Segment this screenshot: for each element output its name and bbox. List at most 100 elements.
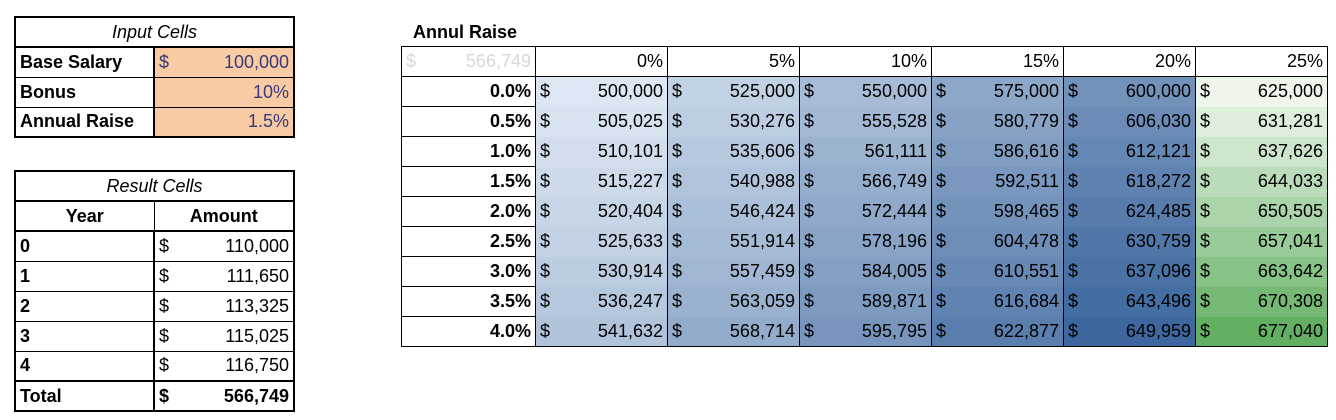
data-cell[interactable]: $515,227 (535, 166, 668, 197)
year-cell[interactable]: 2 (14, 290, 155, 322)
data-cell[interactable]: $566,749 (799, 166, 932, 197)
amount-cell[interactable]: $110,000 (153, 230, 295, 262)
amount-cell[interactable]: $115,025 (153, 320, 295, 352)
annual-raise-label[interactable]: Annual Raise (14, 106, 155, 138)
data-cell[interactable]: $657,041 (1195, 226, 1328, 257)
currency-symbol: $ (1068, 320, 1079, 341)
base-salary-label[interactable]: Base Salary (14, 46, 155, 78)
amount-header[interactable]: Amount (153, 200, 295, 232)
amount-cell[interactable]: $113,325 (153, 290, 295, 322)
data-cell[interactable]: $578,196 (799, 226, 932, 257)
data-cell[interactable]: $586,616 (931, 136, 1064, 167)
data-cell[interactable]: $525,000 (667, 76, 800, 107)
row-header[interactable]: 3.0% (401, 256, 536, 287)
data-cell[interactable]: $530,276 (667, 106, 800, 137)
formula-reference-cell[interactable]: $566,749 (401, 46, 536, 77)
data-cell[interactable]: $612,121 (1063, 136, 1196, 167)
total-label[interactable]: Total (14, 380, 155, 412)
currency-symbol: $ (540, 171, 551, 191)
cell-value: 618,272 (1125, 171, 1191, 191)
year-header[interactable]: Year (14, 200, 155, 232)
data-cell[interactable]: $592,511 (931, 166, 1064, 197)
data-cell[interactable]: $580,779 (931, 106, 1064, 137)
data-cell[interactable]: $643,496 (1063, 286, 1196, 317)
data-cell[interactable]: $500,000 (535, 76, 668, 107)
annual-raise-value[interactable]: 1.5% (153, 106, 295, 138)
data-cell[interactable]: $624,485 (1063, 196, 1196, 227)
row-header[interactable]: 2.5% (401, 226, 536, 257)
cell-value: 563,059 (729, 291, 795, 311)
bonus-value[interactable]: 10% (153, 76, 295, 108)
data-cell[interactable]: $604,478 (931, 226, 1064, 257)
column-header[interactable]: 20% (1063, 46, 1196, 77)
data-cell[interactable]: $535,606 (667, 136, 800, 167)
data-cell[interactable]: $631,281 (1195, 106, 1328, 137)
data-cell[interactable]: $520,404 (535, 196, 668, 227)
data-cell[interactable]: $622,877 (931, 316, 1064, 347)
data-cell[interactable]: $625,000 (1195, 76, 1328, 107)
amount-cell[interactable]: $111,650 (153, 260, 295, 292)
data-cell[interactable]: $595,795 (799, 316, 932, 347)
data-cell[interactable]: $557,459 (667, 256, 800, 287)
row-header[interactable]: 0.5% (401, 106, 536, 137)
year-cell[interactable]: 4 (14, 350, 155, 382)
data-cell[interactable]: $616,684 (931, 286, 1064, 317)
data-cell[interactable]: $663,642 (1195, 256, 1328, 287)
data-cell[interactable]: $649,959 (1063, 316, 1196, 347)
data-cell[interactable]: $540,988 (667, 166, 800, 197)
cell-value: 550,000 (861, 81, 927, 102)
amount-value: 116,750 (225, 355, 289, 376)
row-header[interactable]: 4.0% (401, 316, 536, 347)
row-header[interactable]: 1.0% (401, 136, 536, 167)
row-header[interactable]: 0.0% (401, 76, 536, 107)
data-cell[interactable]: $589,871 (799, 286, 932, 317)
data-cell[interactable]: $618,272 (1063, 166, 1196, 197)
data-cell[interactable]: $555,528 (799, 106, 932, 137)
data-cell[interactable]: $563,059 (667, 286, 800, 317)
data-cell[interactable]: $644,033 (1195, 166, 1328, 197)
data-cell[interactable]: $600,000 (1063, 76, 1196, 107)
data-cell[interactable]: $551,914 (667, 226, 800, 257)
column-header[interactable]: 10% (799, 46, 932, 77)
column-header[interactable]: 25% (1195, 46, 1328, 77)
data-cell[interactable]: $568,714 (667, 316, 800, 347)
amount-cell[interactable]: $116,750 (153, 350, 295, 382)
row-header[interactable]: 1.5% (401, 166, 536, 197)
data-cell[interactable]: $536,247 (535, 286, 668, 317)
data-cell[interactable]: $546,424 (667, 196, 800, 227)
data-cell[interactable]: $606,030 (1063, 106, 1196, 137)
data-cell[interactable]: $510,101 (535, 136, 668, 167)
currency-symbol: $ (1200, 231, 1211, 251)
column-header[interactable]: 15% (931, 46, 1064, 77)
data-cell[interactable]: $584,005 (799, 256, 932, 287)
data-cell[interactable]: $572,444 (799, 196, 932, 227)
data-cell[interactable]: $541,632 (535, 316, 668, 347)
data-cell[interactable]: $525,633 (535, 226, 668, 257)
total-amount-cell[interactable]: $566,749 (153, 380, 295, 412)
data-cell[interactable]: $561,111 (799, 136, 932, 167)
year-cell[interactable]: 1 (14, 260, 155, 292)
bonus-label[interactable]: Bonus (14, 76, 155, 108)
data-cell[interactable]: $630,759 (1063, 226, 1196, 257)
data-cell[interactable]: $575,000 (931, 76, 1064, 107)
base-salary-value[interactable]: $ 100,000 (153, 46, 295, 78)
year-cell[interactable]: 0 (14, 230, 155, 262)
data-table-title: Annul Raise (413, 22, 518, 42)
result-row: 2 $113,325 (14, 290, 295, 322)
row-header[interactable]: 3.5% (401, 286, 536, 317)
data-cell[interactable]: $637,626 (1195, 136, 1328, 167)
data-cell[interactable]: $610,551 (931, 256, 1064, 287)
data-cell[interactable]: $637,096 (1063, 256, 1196, 287)
year-cell[interactable]: 3 (14, 320, 155, 352)
column-header[interactable]: 5% (667, 46, 800, 77)
currency-symbol: $ (936, 291, 947, 311)
data-cell[interactable]: $598,465 (931, 196, 1064, 227)
data-cell[interactable]: $505,025 (535, 106, 668, 137)
data-cell[interactable]: $677,040 (1195, 316, 1328, 347)
data-cell[interactable]: $550,000 (799, 76, 932, 107)
data-cell[interactable]: $670,308 (1195, 286, 1328, 317)
data-cell[interactable]: $530,914 (535, 256, 668, 287)
column-header[interactable]: 0% (535, 46, 668, 77)
row-header[interactable]: 2.0% (401, 196, 536, 227)
data-cell[interactable]: $650,505 (1195, 196, 1328, 227)
